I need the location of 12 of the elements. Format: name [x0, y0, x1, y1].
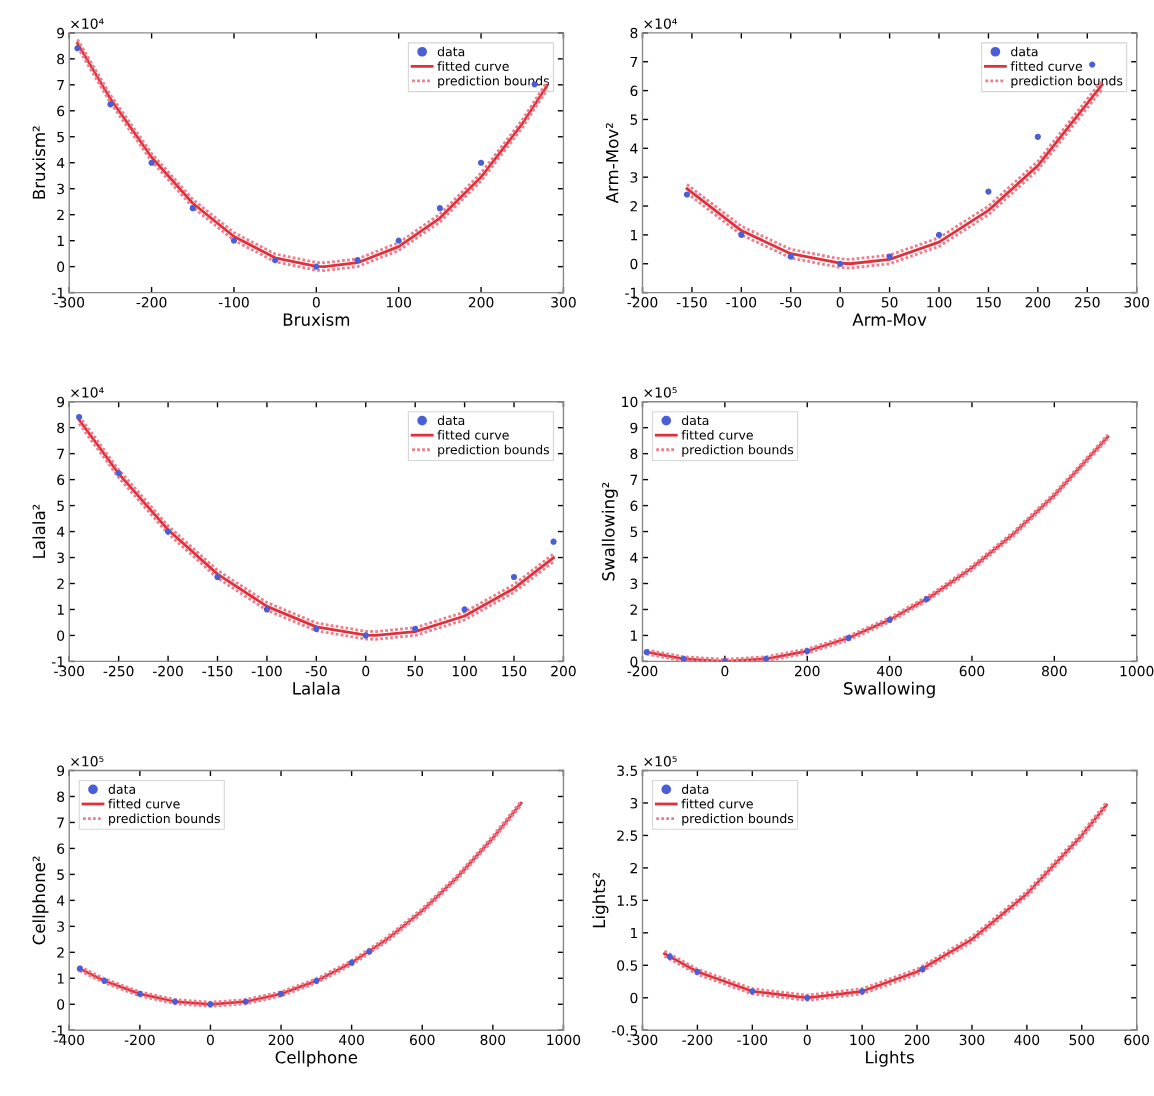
x-axis-title: Cellphone — [275, 1050, 358, 1067]
x-axis-title: Arm-Mov — [852, 313, 927, 326]
y-axis-title: Bruxism² — [32, 126, 46, 199]
y-axis-title: Cellphone² — [32, 856, 49, 945]
y-axis-title: Lalala² — [32, 504, 46, 558]
y-axis-title: Swallowing² — [601, 482, 618, 581]
x-axis-title: Lights — [866, 1050, 914, 1067]
x-axis-title: Swallowing — [844, 681, 935, 698]
x-axis-title: Bruxism — [283, 313, 350, 326]
y-axis-title: Arm-Mov² — [605, 123, 619, 204]
x-axis-title: Lalala — [293, 681, 340, 695]
y-axis-title: Lights² — [592, 872, 609, 928]
